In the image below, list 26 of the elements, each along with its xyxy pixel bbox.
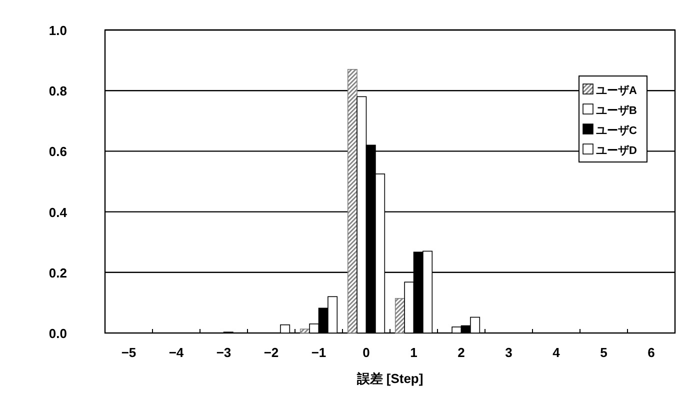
- bar: [300, 328, 310, 334]
- y-tick-label: 0.0: [48, 326, 67, 341]
- x-tick-label: 6: [648, 345, 655, 360]
- y-tick-label: 1.0: [48, 23, 67, 38]
- x-tick-label: −3: [216, 345, 232, 360]
- y-tick-label: 0.6: [48, 144, 67, 160]
- x-tick-label: 1: [410, 345, 418, 360]
- y-tick-label: 0.8: [48, 84, 67, 99]
- x-axis-title: 誤差 [Step]: [356, 371, 424, 386]
- x-tick-label: −5: [121, 345, 136, 360]
- bar: [394, 298, 405, 334]
- y-tick-label: 0.2: [48, 265, 67, 280]
- x-tick-label: 4: [552, 345, 561, 360]
- x-tick-label: 2: [458, 345, 465, 360]
- x-tick-label: −4: [168, 345, 184, 360]
- x-tick-label: 3: [505, 345, 512, 360]
- x-tick-label: −2: [264, 345, 279, 360]
- x-tick-label: −1: [311, 345, 326, 360]
- legend-label: ユーザB: [596, 104, 637, 117]
- x-tick-label: 0: [362, 345, 370, 360]
- x-tick-label: 5: [600, 345, 608, 360]
- legend-label: ユーザC: [596, 124, 637, 137]
- legend-label: ユーザA: [596, 84, 637, 97]
- bar: [347, 68, 358, 334]
- legend-label: ユーザD: [596, 144, 637, 157]
- y-tick-label: 0.4: [48, 204, 68, 220]
